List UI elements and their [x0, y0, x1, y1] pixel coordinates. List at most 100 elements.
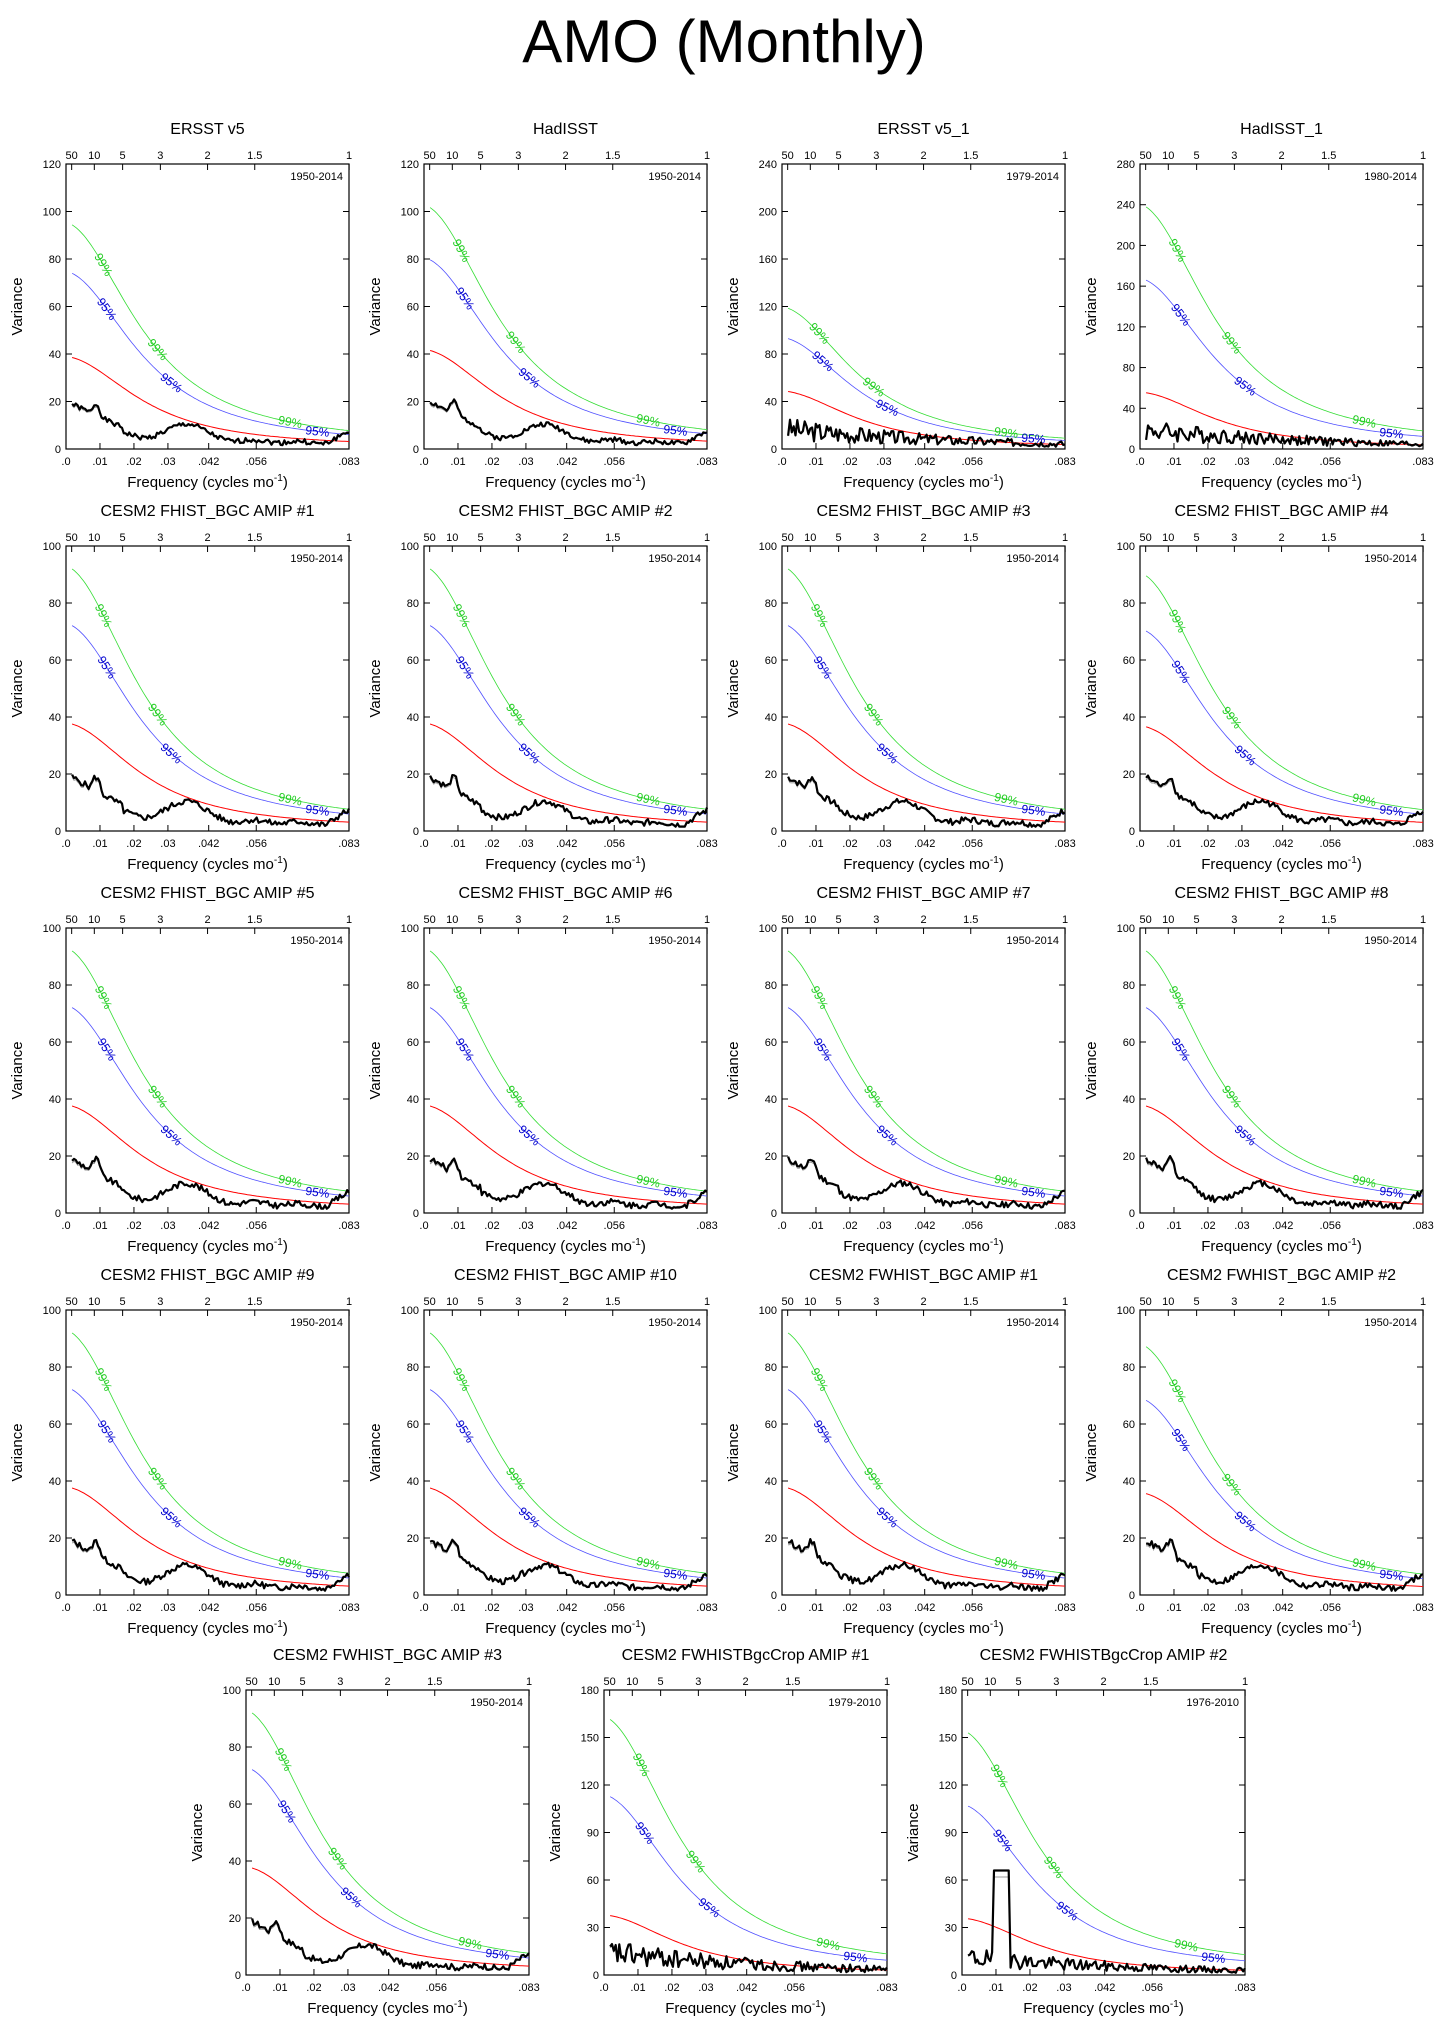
conf99-label: 99% [450, 984, 473, 1012]
y-axis-label: Variance [1083, 659, 1100, 717]
y-tick-label: 20 [49, 769, 61, 781]
conf95-curve [1145, 279, 1424, 437]
x-tick-label: .042 [914, 456, 935, 468]
top-tick-label: 10 [1162, 1296, 1174, 1308]
y-axis-label: Variance [725, 277, 742, 335]
top-tick-label: 3 [515, 914, 521, 926]
y-tick-label: 0 [413, 1590, 419, 1602]
conf95-label: 95% [1379, 425, 1405, 442]
y-tick-label: 80 [49, 980, 61, 992]
y-tick-label: 40 [1123, 403, 1135, 415]
red-noise-curve [71, 1487, 350, 1587]
plot-frame [423, 545, 708, 832]
x-axis-label: Frequency (cycles mo-1) [1023, 1999, 1184, 2017]
conf99-label: 99% [1173, 1936, 1200, 1955]
y-tick-label: 0 [413, 1208, 419, 1220]
x-tick-label: .042 [198, 456, 219, 468]
top-tick-label: 1 [704, 914, 710, 926]
y-tick-label: 150 [581, 1733, 599, 1745]
x-tick-label: .083 [1054, 456, 1075, 468]
conf99-label: 99% [1166, 1377, 1190, 1405]
top-tick-label: 3 [1231, 150, 1237, 162]
panel-title: CESM2 FHIST_BGC AMIP #4 [1175, 503, 1389, 520]
x-tick-label: .0 [419, 1602, 428, 1614]
x-tick-label: .0 [419, 1220, 428, 1232]
x-tick-label: .03 [160, 456, 175, 468]
spectrum-panel: CESM2 FHIST_BGC AMIP #6 1950-2014 0 20 40 60 8… [367, 885, 718, 1255]
x-axis-label: Frequency (cycles mo-1) [127, 1619, 288, 1637]
conf99-label: 99% [503, 1465, 529, 1493]
top-tick-label: 5 [1194, 532, 1200, 544]
conf95-label: 95% [1168, 1426, 1193, 1454]
x-tick-label: .01 [272, 1982, 287, 1994]
conf95-label: 95% [663, 1566, 689, 1583]
y-tick-label: 80 [1123, 1362, 1135, 1374]
x-tick-label: .01 [808, 456, 823, 468]
spectrum-line [1146, 1538, 1424, 1592]
x-tick-label: .056 [1320, 838, 1341, 850]
x-tick-label: .042 [1272, 838, 1293, 850]
top-tick-label: 1 [1420, 914, 1426, 926]
spectrum-line [1145, 1155, 1424, 1210]
top-tick-label: 3 [873, 1296, 879, 1308]
y-tick-label: 60 [1123, 1037, 1135, 1049]
top-tick-label: 50 [424, 914, 436, 926]
y-tick-label: 30 [945, 1923, 957, 1935]
y-tick-label: 280 [1117, 159, 1135, 171]
x-tick-label: .083 [338, 1220, 359, 1232]
y-tick-label: 0 [235, 1970, 241, 1982]
y-axis-label: Variance [367, 1423, 384, 1481]
y-tick-label: 20 [1123, 1533, 1135, 1545]
panel-title: CESM2 FWHIST_BGC AMIP #1 [809, 1267, 1038, 1284]
x-tick-label: .042 [198, 1602, 219, 1614]
top-tick-label: 10 [88, 150, 100, 162]
top-tick-label: 10 [804, 914, 816, 926]
conf99-curve [787, 950, 1066, 1192]
top-tick-label: 1 [1062, 914, 1068, 926]
y-tick-label: 0 [771, 444, 777, 456]
conf99-label: 99% [450, 1366, 473, 1394]
y-tick-label: 40 [1123, 1094, 1135, 1106]
conf95-label: 95% [843, 1949, 869, 1966]
x-tick-label: .01 [92, 1602, 107, 1614]
top-tick-label: 2 [562, 532, 568, 544]
x-tick-label: .01 [1166, 838, 1181, 850]
top-tick-label: 1.5 [247, 532, 262, 544]
y-tick-label: 40 [49, 712, 61, 724]
x-tick-label: .083 [1412, 456, 1433, 468]
conf95-label: 95% [663, 422, 689, 439]
x-tick-label: .02 [484, 1220, 499, 1232]
conf95-curve [429, 1389, 708, 1579]
x-tick-label: .083 [338, 838, 359, 850]
x-tick-label: .0 [1135, 456, 1144, 468]
top-tick-label: 5 [478, 914, 484, 926]
conf95-label: 95% [990, 1827, 1016, 1855]
x-tick-label: .056 [246, 456, 267, 468]
conf99-label: 99% [861, 1465, 887, 1493]
conf99-label: 99% [1041, 1854, 1067, 1882]
x-tick-label: .056 [1320, 456, 1341, 468]
conf99-curve [71, 950, 350, 1192]
top-tick-label: 50 [782, 1296, 794, 1308]
x-tick-label: .01 [92, 456, 107, 468]
year-range-label: 1950-2014 [290, 553, 343, 565]
top-tick-label: 50 [1140, 532, 1152, 544]
plot-frame [781, 545, 1066, 832]
conf95-label: 95% [873, 396, 901, 419]
conf99-label: 99% [815, 1935, 842, 1954]
x-tick-label: .02 [842, 1602, 857, 1614]
top-tick-label: 3 [1231, 532, 1237, 544]
y-tick-label: 80 [407, 254, 419, 266]
y-axis-label: Variance [1083, 1041, 1100, 1099]
x-tick-label: .0 [419, 456, 428, 468]
y-tick-label: 80 [765, 349, 777, 361]
year-range-label: 1950-2014 [290, 171, 343, 183]
x-axis-label: Frequency (cycles mo-1) [127, 1237, 288, 1255]
x-tick-label: .083 [696, 456, 717, 468]
x-tick-label: .02 [1200, 456, 1215, 468]
top-tick-label: 5 [478, 150, 484, 162]
top-tick-label: 2 [562, 1296, 568, 1308]
panel-title: CESM2 FWHISTBgcCrop AMIP #1 [622, 1647, 870, 1664]
x-tick-label: .03 [518, 1602, 533, 1614]
conf99-label: 99% [277, 790, 304, 809]
